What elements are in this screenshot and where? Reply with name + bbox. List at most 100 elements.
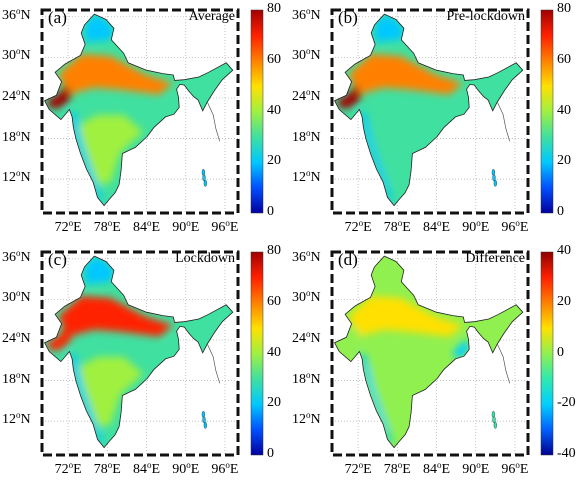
lat-value: 36 [292, 249, 306, 265]
lat-suffix: N [20, 371, 31, 387]
lon-suffix: E [73, 462, 82, 477]
lat-label: 30oN [2, 46, 31, 64]
lon-suffix: E [151, 462, 161, 477]
map-canvas [40, 250, 264, 457]
degree-mark: o [397, 218, 403, 228]
lon-value: 72 [54, 220, 69, 235]
lon-label: 84oE [413, 218, 461, 236]
degree-mark: o [16, 288, 21, 299]
lat-suffix: N [310, 129, 321, 145]
degree-mark: o [515, 460, 520, 470]
colorbar-tick-label: 60 [267, 293, 281, 309]
degree-mark: o [16, 168, 21, 179]
field-zone [368, 114, 434, 186]
lon-value: 84 [133, 462, 147, 477]
colorbar-tick-label: 80 [267, 243, 281, 258]
degree-mark: o [306, 410, 311, 421]
lat-suffix: N [20, 88, 31, 104]
degree-mark: o [16, 410, 21, 421]
degree-mark: o [397, 460, 403, 470]
lat-label: 36oN [292, 248, 321, 266]
colorbar-tick-label: 60 [557, 51, 571, 67]
degree-mark: o [306, 46, 311, 57]
lon-label: 96oE [491, 460, 539, 478]
field-zone [162, 97, 180, 117]
colorbar-tick-label: -20 [557, 395, 576, 411]
island [493, 179, 497, 187]
country-outline [44, 255, 234, 449]
lon-suffix: E [441, 220, 451, 235]
field-zone [368, 356, 434, 428]
field-zone [45, 84, 73, 110]
lat-suffix: N [20, 7, 31, 23]
degree-mark: o [68, 460, 74, 470]
lat-label: 12oN [292, 168, 321, 186]
degree-mark: o [16, 46, 21, 57]
field-zone [58, 54, 173, 95]
lon-label: 90oE [452, 218, 500, 236]
colorbar [250, 9, 264, 214]
country-outline [44, 13, 234, 207]
degree-mark: o [306, 168, 311, 179]
colorbar-tick-label: 40 [557, 243, 571, 258]
lon-value: 78 [383, 220, 398, 235]
lat-value: 18 [292, 129, 306, 145]
neighbour-border [496, 101, 511, 142]
map-panel: (b) Pre-lockdown 36oN 30oN 24oN 18oN 12oN 72oE 7… [290, 0, 580, 242]
lon-label: 96oE [201, 460, 249, 478]
lat-value: 12 [2, 412, 16, 428]
field-zone [84, 256, 114, 285]
degree-mark: o [358, 460, 364, 470]
field-zone [374, 256, 404, 285]
map-frame [330, 8, 530, 215]
lon-value: 96 [211, 462, 226, 477]
lat-label: 36oN [2, 247, 31, 266]
field-zone [452, 97, 470, 117]
lat-suffix: N [20, 290, 31, 306]
colorbar-tick-label: 20 [557, 153, 571, 169]
map-panel: (d) Difference 36oN 30oN 24oN 18oN 12oN 72oE 78o… [290, 242, 580, 484]
field-zone [58, 296, 173, 337]
lon-label: 90oE [162, 218, 210, 236]
colorbar [250, 251, 264, 456]
degree-mark: o [358, 218, 364, 228]
lon-value: 90 [462, 462, 477, 477]
lat-label: 24oN [292, 87, 321, 105]
degree-mark: o [306, 328, 311, 339]
island [203, 179, 207, 187]
field-layer [44, 14, 233, 206]
degree-mark: o [68, 218, 74, 228]
degree-mark: o [437, 460, 442, 470]
map-panel: (c) Lockdown 36oN 30oN 24oN 18oN 12oN 72oE 78oE 8… [0, 242, 290, 484]
panel-title: Average [188, 9, 235, 24]
colorbar-tick-label: 40 [267, 344, 281, 360]
degree-mark: o [16, 247, 21, 258]
lon-label: 72oE [44, 460, 92, 478]
lat-value: 12 [292, 170, 306, 186]
panel-title: Pre-lockdown [446, 9, 525, 24]
colorbar-tick-label: 20 [557, 293, 571, 309]
lon-label: 78oE [373, 218, 421, 236]
lon-suffix: E [402, 220, 411, 235]
lat-suffix: N [310, 249, 321, 265]
field-zone [78, 356, 144, 428]
degree-mark: o [476, 460, 481, 470]
degree-mark: o [16, 328, 21, 339]
lat-suffix: N [20, 249, 31, 265]
lon-value: 90 [172, 220, 187, 235]
lon-value: 90 [172, 462, 187, 477]
map-canvas [40, 8, 264, 215]
lon-suffix: E [519, 462, 529, 477]
lat-value: 30 [292, 48, 306, 64]
lon-label: 96oE [201, 218, 249, 236]
lat-suffix: N [20, 412, 31, 428]
lat-suffix: N [310, 371, 321, 387]
lon-suffix: E [480, 462, 490, 477]
lat-value: 12 [292, 412, 306, 428]
lat-label: 12oN [2, 168, 31, 186]
lon-suffix: E [363, 220, 372, 235]
field-zone [359, 351, 395, 448]
lat-label: 30oN [292, 46, 321, 64]
lon-label: 90oE [452, 460, 500, 478]
lat-value: 36 [2, 7, 16, 23]
